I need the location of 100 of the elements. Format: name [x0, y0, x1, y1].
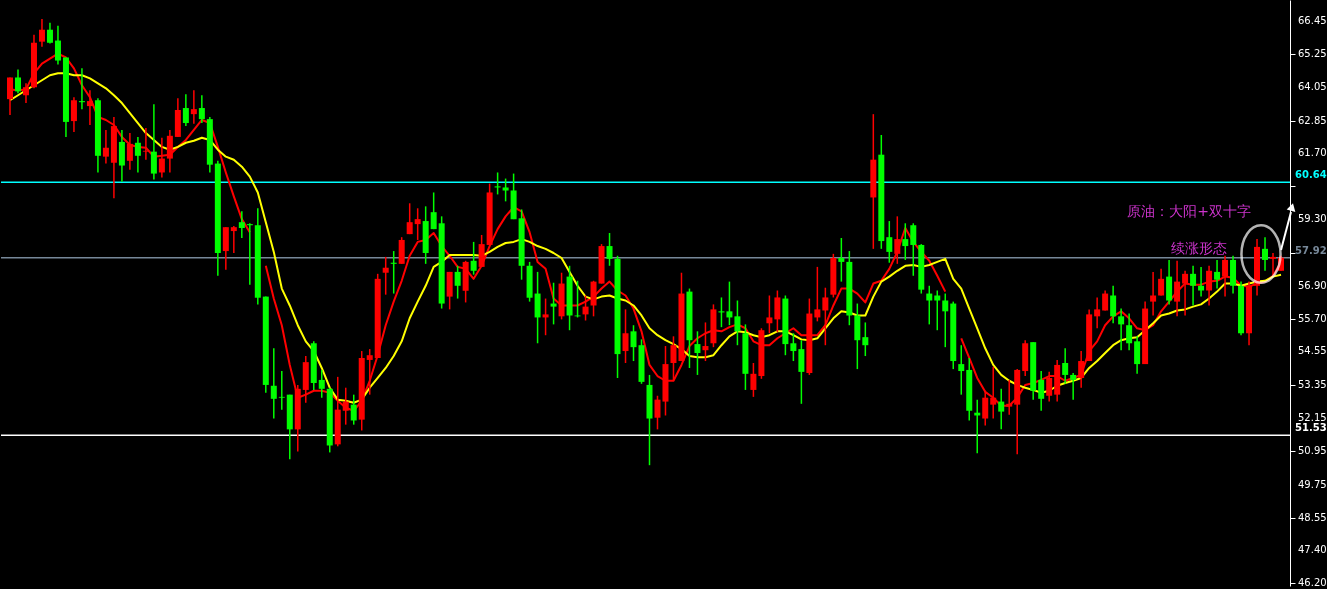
candlestick	[798, 339, 805, 405]
candlestick	[1134, 335, 1141, 375]
candlestick	[238, 210, 245, 239]
candlestick	[702, 321, 709, 362]
candlestick	[22, 82, 29, 104]
candlestick	[198, 94, 205, 124]
candlestick	[46, 22, 53, 45]
candlestick	[766, 294, 773, 335]
candlestick	[1206, 265, 1213, 307]
candlestick	[574, 280, 581, 319]
candlestick	[1150, 271, 1157, 317]
candlestick	[774, 289, 781, 333]
candlestick	[630, 324, 637, 362]
candlestick	[1126, 312, 1133, 351]
candlestick	[1158, 268, 1165, 297]
y-tick-label: 66.45	[1298, 14, 1327, 26]
candlestick	[822, 286, 829, 346]
candlestick	[886, 220, 893, 264]
candlestick	[726, 280, 733, 326]
candlestick	[902, 222, 909, 261]
y-tick-label: 59.30	[1298, 213, 1327, 225]
candlestick	[894, 215, 901, 265]
candlestick	[1078, 350, 1085, 389]
y-tick-label: 61.70	[1298, 146, 1327, 158]
candlestick	[182, 93, 189, 127]
candlestick	[1198, 266, 1205, 298]
ref-line-label: 60.64	[1295, 169, 1327, 181]
candlestick	[414, 207, 421, 241]
candlestick	[998, 388, 1005, 431]
y-tick-label: 50.95	[1298, 445, 1327, 457]
annotation: 原油：大阳+双十字	[1127, 203, 1251, 219]
candlestick	[14, 68, 21, 95]
candlestick	[366, 348, 373, 396]
y-tick-label: 48.55	[1298, 511, 1327, 523]
candlestick	[158, 137, 165, 179]
candlestick	[1190, 265, 1197, 307]
candlestick	[134, 136, 141, 174]
candlestick	[502, 177, 509, 203]
candlestick	[590, 280, 597, 318]
candlestick	[942, 292, 949, 348]
candlestick	[1038, 370, 1045, 412]
candlestick	[606, 232, 613, 267]
candlestick	[1174, 260, 1181, 318]
candlestick	[1270, 252, 1277, 277]
candlestick	[430, 191, 437, 230]
candlestick	[166, 129, 173, 174]
candlestick	[454, 265, 461, 300]
candlestick	[126, 132, 133, 171]
candlestick	[38, 18, 45, 48]
candlestick	[958, 344, 965, 396]
y-tick-label: 55.70	[1298, 313, 1327, 325]
candlestick	[790, 332, 797, 362]
candlestick	[1062, 347, 1069, 385]
candlestick	[542, 297, 549, 336]
ref-line-label: 57.92	[1295, 244, 1327, 256]
candlestick	[814, 266, 821, 323]
candlestick	[190, 89, 197, 125]
candlestick	[694, 330, 701, 376]
candlestick	[118, 129, 125, 183]
candlestick	[278, 370, 285, 411]
y-tick-label: 53.35	[1298, 378, 1327, 390]
candlestick	[750, 362, 757, 398]
candlestick	[230, 225, 237, 254]
candlestick	[318, 369, 325, 399]
candlestick	[54, 25, 61, 66]
candlestick	[382, 256, 389, 296]
candlestick	[350, 393, 357, 426]
y-tick-label: 62.85	[1298, 114, 1327, 126]
candlestick	[478, 234, 485, 268]
candlestick	[70, 96, 77, 133]
candlestick	[1110, 285, 1117, 325]
y-tick-label: 47.40	[1298, 543, 1327, 555]
y-tick-label: 64.05	[1298, 81, 1327, 93]
candlestick	[270, 347, 277, 420]
candlestick	[734, 299, 741, 346]
candlestick	[862, 321, 869, 357]
candlestick	[1182, 270, 1189, 317]
candlestick	[86, 89, 93, 126]
candlestick	[1262, 236, 1269, 272]
candlestick	[142, 127, 149, 161]
candlestick	[1070, 372, 1077, 401]
candlestick	[550, 281, 557, 326]
candlestick	[654, 395, 661, 431]
candlestick	[1222, 255, 1229, 298]
candlestick	[622, 308, 629, 364]
candlestick	[934, 289, 941, 331]
annotation: 续涨形态	[1171, 240, 1227, 256]
y-tick-label: 54.55	[1298, 345, 1327, 357]
candlestick	[150, 103, 157, 181]
candlestick	[1094, 296, 1101, 330]
ref-line-label: 51.53	[1295, 422, 1327, 434]
candlestick	[1046, 371, 1053, 403]
y-tick-label: 52.15	[1298, 411, 1327, 423]
candlestick	[406, 202, 413, 235]
candlestick	[534, 271, 541, 345]
candlestick	[470, 241, 477, 276]
candlestick	[398, 236, 405, 265]
candlestick	[910, 222, 917, 277]
candlestick	[1166, 259, 1173, 306]
candlestick	[670, 335, 677, 382]
